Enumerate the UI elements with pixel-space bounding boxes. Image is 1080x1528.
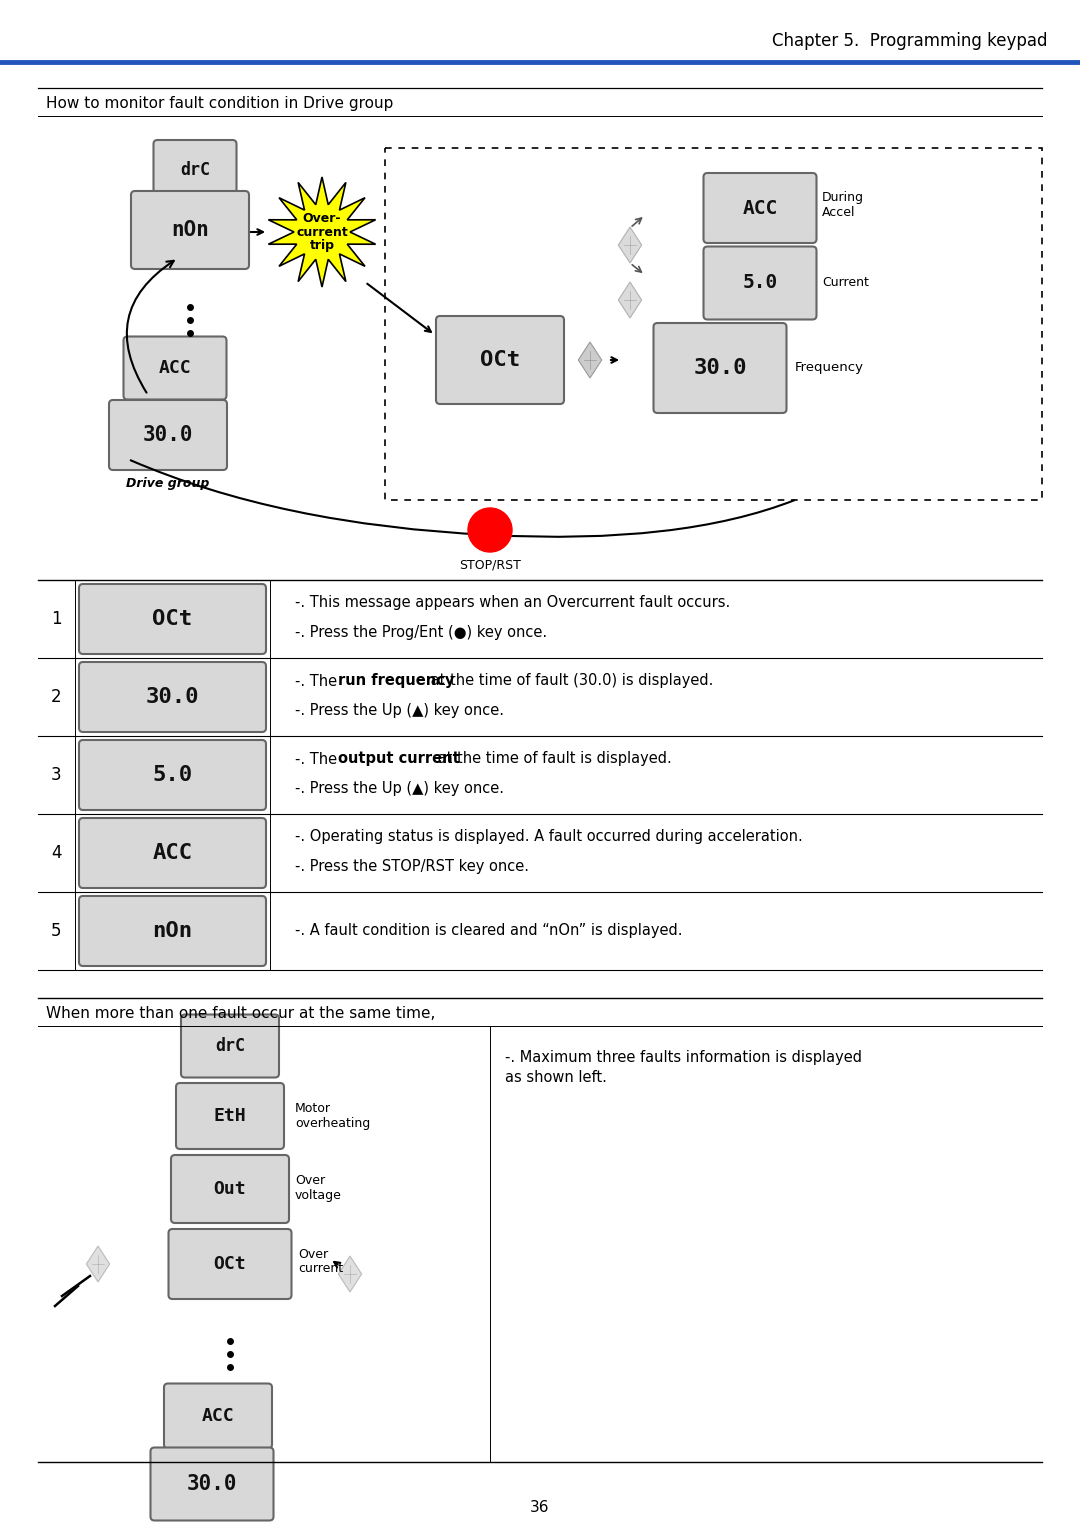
FancyBboxPatch shape bbox=[436, 316, 564, 403]
Text: During: During bbox=[822, 191, 864, 205]
Text: Motor: Motor bbox=[295, 1102, 330, 1114]
FancyBboxPatch shape bbox=[123, 336, 227, 399]
Text: Frequency: Frequency bbox=[795, 362, 864, 374]
Text: How to monitor fault condition in Drive group: How to monitor fault condition in Drive … bbox=[46, 96, 393, 112]
Text: -. This message appears when an Overcurrent fault occurs.: -. This message appears when an Overcurr… bbox=[295, 596, 730, 611]
Text: 5: 5 bbox=[51, 921, 62, 940]
Polygon shape bbox=[618, 228, 642, 263]
FancyBboxPatch shape bbox=[79, 662, 266, 732]
Text: Accel: Accel bbox=[822, 206, 855, 220]
Polygon shape bbox=[338, 1256, 362, 1293]
Text: Over: Over bbox=[298, 1247, 328, 1261]
Text: OCt: OCt bbox=[152, 610, 192, 630]
Text: at the time of fault is displayed.: at the time of fault is displayed. bbox=[433, 752, 672, 767]
Text: -. Press the Up (▲) key once.: -. Press the Up (▲) key once. bbox=[295, 781, 504, 796]
Text: drC: drC bbox=[180, 160, 210, 179]
Text: -. Maximum three faults information is displayed: -. Maximum three faults information is d… bbox=[505, 1050, 862, 1065]
Text: 30.0: 30.0 bbox=[693, 358, 746, 377]
FancyBboxPatch shape bbox=[164, 1383, 272, 1449]
Text: ACC: ACC bbox=[159, 359, 191, 377]
FancyBboxPatch shape bbox=[653, 322, 786, 413]
Text: 4: 4 bbox=[51, 843, 62, 862]
Text: trip: trip bbox=[310, 240, 335, 252]
Text: EtH: EtH bbox=[214, 1106, 246, 1125]
FancyBboxPatch shape bbox=[168, 1229, 292, 1299]
Text: output current: output current bbox=[338, 752, 459, 767]
Text: 30.0: 30.0 bbox=[143, 425, 193, 445]
FancyBboxPatch shape bbox=[176, 1083, 284, 1149]
Polygon shape bbox=[268, 177, 376, 287]
Text: Out: Out bbox=[214, 1180, 246, 1198]
Text: run frequency: run frequency bbox=[338, 674, 454, 689]
Text: ACC: ACC bbox=[202, 1407, 234, 1426]
Text: drC: drC bbox=[215, 1038, 245, 1054]
Text: -. Operating status is displayed. A fault occurred during acceleration.: -. Operating status is displayed. A faul… bbox=[295, 830, 802, 845]
Text: nOn: nOn bbox=[171, 220, 208, 240]
Text: -. The: -. The bbox=[295, 674, 341, 689]
FancyBboxPatch shape bbox=[171, 1155, 289, 1222]
Text: 30.0: 30.0 bbox=[187, 1475, 238, 1494]
Text: Over-: Over- bbox=[302, 211, 341, 225]
Text: 3: 3 bbox=[51, 766, 62, 784]
Text: -. Press the Up (▲) key once.: -. Press the Up (▲) key once. bbox=[295, 703, 504, 718]
Circle shape bbox=[468, 507, 512, 552]
FancyBboxPatch shape bbox=[79, 895, 266, 966]
Text: Current: Current bbox=[822, 277, 869, 289]
FancyBboxPatch shape bbox=[150, 1447, 273, 1520]
Text: 36: 36 bbox=[530, 1500, 550, 1516]
FancyArrowPatch shape bbox=[126, 261, 174, 393]
Text: Chapter 5.  Programming keypad: Chapter 5. Programming keypad bbox=[772, 32, 1048, 50]
FancyBboxPatch shape bbox=[703, 246, 816, 319]
Text: current: current bbox=[296, 226, 348, 238]
Text: at the time of fault (30.0) is displayed.: at the time of fault (30.0) is displayed… bbox=[427, 674, 714, 689]
Text: STOP/RST: STOP/RST bbox=[459, 558, 521, 571]
Text: overheating: overheating bbox=[295, 1117, 370, 1129]
Text: ACC: ACC bbox=[742, 199, 778, 217]
FancyBboxPatch shape bbox=[131, 191, 249, 269]
Text: -. Press the STOP/RST key once.: -. Press the STOP/RST key once. bbox=[295, 859, 529, 874]
Text: 5.0: 5.0 bbox=[152, 766, 192, 785]
Text: Over: Over bbox=[295, 1175, 325, 1187]
Text: -. The: -. The bbox=[295, 752, 341, 767]
FancyBboxPatch shape bbox=[79, 817, 266, 888]
FancyBboxPatch shape bbox=[181, 1015, 279, 1077]
FancyBboxPatch shape bbox=[703, 173, 816, 243]
Text: 2: 2 bbox=[51, 688, 62, 706]
Text: current: current bbox=[298, 1262, 343, 1274]
FancyBboxPatch shape bbox=[153, 141, 237, 200]
Polygon shape bbox=[578, 342, 602, 377]
Text: -. Press the Prog/Ent (●) key once.: -. Press the Prog/Ent (●) key once. bbox=[295, 625, 548, 640]
Text: 1: 1 bbox=[51, 610, 62, 628]
Text: OCt: OCt bbox=[214, 1254, 246, 1273]
FancyBboxPatch shape bbox=[109, 400, 227, 471]
Text: Drive group: Drive group bbox=[126, 477, 210, 490]
Text: 5.0: 5.0 bbox=[742, 274, 778, 292]
Text: 30.0: 30.0 bbox=[146, 688, 199, 707]
Polygon shape bbox=[86, 1245, 110, 1282]
FancyBboxPatch shape bbox=[79, 740, 266, 810]
Text: as shown left.: as shown left. bbox=[505, 1070, 607, 1085]
Text: OCt: OCt bbox=[480, 350, 521, 370]
Polygon shape bbox=[618, 283, 642, 318]
Text: nOn: nOn bbox=[152, 921, 192, 941]
FancyBboxPatch shape bbox=[79, 584, 266, 654]
Text: voltage: voltage bbox=[295, 1189, 342, 1203]
Text: ACC: ACC bbox=[152, 843, 192, 863]
Text: When more than one fault occur at the same time,: When more than one fault occur at the sa… bbox=[46, 1005, 435, 1021]
Text: -. A fault condition is cleared and “nOn” is displayed.: -. A fault condition is cleared and “nOn… bbox=[295, 923, 683, 938]
